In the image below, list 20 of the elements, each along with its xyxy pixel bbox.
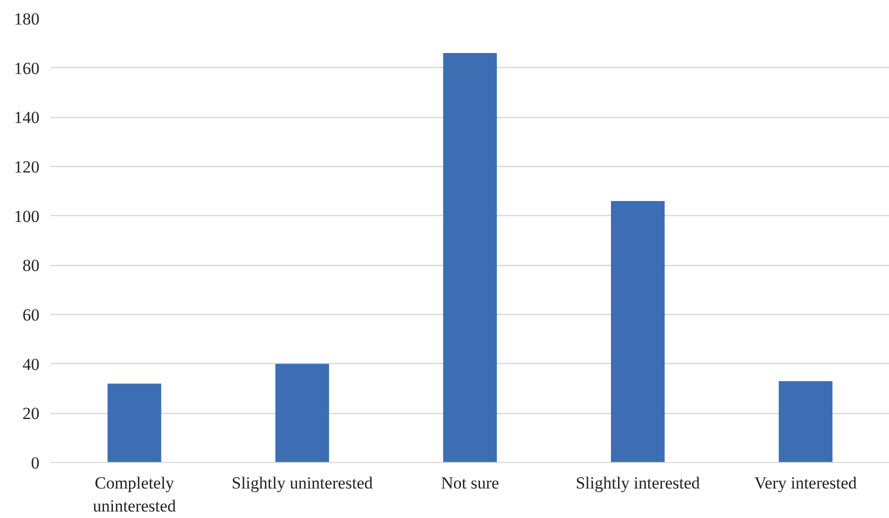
y-tick-label: 20 [22,404,40,424]
y-tick-label: 60 [22,306,40,324]
y-tick-label: 100 [14,206,40,226]
x-tick-label: Slightly interested [576,474,700,492]
bar [778,381,832,462]
x-tick-label: Completely uninterested [92,474,176,516]
x-tick-label: Very interested [754,474,858,492]
x-tick-label: Slightly uninterested [232,474,374,492]
y-tick-label: 180 [14,10,40,28]
y-tick-label: 140 [14,108,40,128]
x-tick-label: Not sure [440,474,500,492]
bar [443,53,497,462]
y-tick-label: 0 [31,454,40,472]
bar [610,201,665,462]
y-tick-label: 120 [14,158,40,176]
y-tick-label: 80 [22,256,40,276]
bar [275,364,330,462]
bar [108,384,162,462]
y-tick-label: 160 [14,58,40,78]
y-tick-label: 40 [22,354,40,374]
